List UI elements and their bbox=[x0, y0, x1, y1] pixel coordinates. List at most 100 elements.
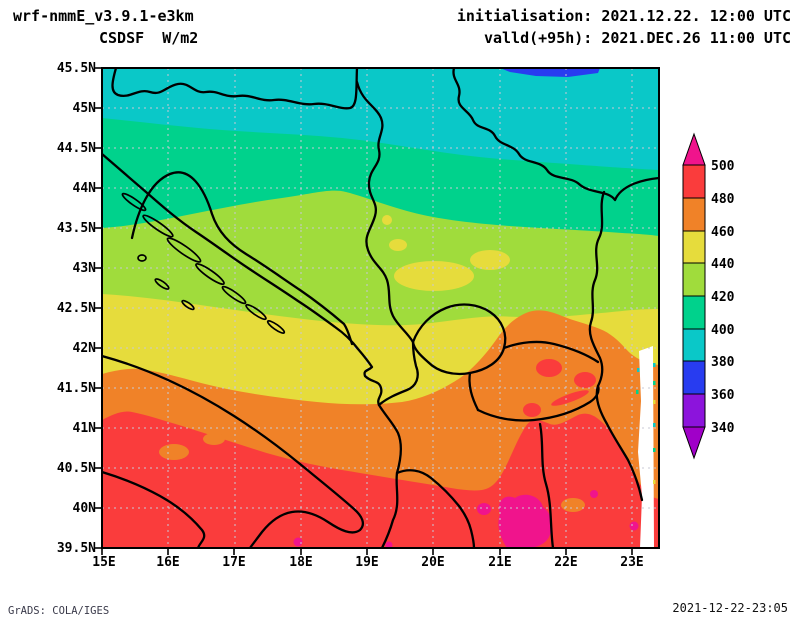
dalmatian-island bbox=[221, 285, 247, 305]
montenegro-albania-border bbox=[377, 340, 419, 407]
creation-timestamp: 2021-12-22-23:05 bbox=[672, 601, 788, 615]
data-speck bbox=[653, 381, 656, 385]
greece-interior-border bbox=[538, 422, 555, 548]
yellow-patch bbox=[382, 215, 392, 225]
macedonia-west-border bbox=[468, 371, 480, 412]
italy-adriatic-coast bbox=[102, 354, 364, 548]
dalmatian-island bbox=[137, 254, 147, 262]
colorbar: 500 480 460 440 420 400 380 360 340 bbox=[682, 132, 735, 460]
dalmatian-island bbox=[121, 192, 147, 212]
x-tick-label: 15E bbox=[92, 555, 115, 570]
x-tick-label: 23E bbox=[620, 555, 643, 570]
dalmatian-island bbox=[266, 320, 286, 334]
valid-time-label: valld(+95h): 2021.DEC.26 11:00 UTC bbox=[483, 29, 791, 47]
dalmatian-island bbox=[195, 262, 225, 286]
data-speck bbox=[653, 423, 656, 427]
lon-gridlines bbox=[167, 68, 633, 548]
magenta-patch bbox=[293, 537, 303, 547]
y-tick-label: 44.5N bbox=[57, 141, 96, 156]
magenta-patch bbox=[629, 521, 639, 531]
colorbar-bottom-arrow bbox=[682, 426, 706, 460]
serbia-bosnia-border bbox=[355, 80, 415, 344]
colorbar-seg-460-480 bbox=[682, 197, 706, 232]
x-tick-label: 21E bbox=[488, 555, 511, 570]
colorbar-seg-360-380 bbox=[682, 360, 706, 395]
y-tick-label: 45.5N bbox=[57, 61, 96, 76]
field-layers bbox=[102, 68, 659, 548]
x-tick-label: 16E bbox=[156, 555, 179, 570]
colorbar-label: 440 bbox=[711, 257, 735, 272]
variable-label: CSDSF W/m2 bbox=[99, 29, 199, 47]
colorbar-seg-440-460 bbox=[682, 230, 706, 264]
data-speck bbox=[653, 400, 656, 404]
italy-ionian-coast bbox=[102, 470, 206, 548]
colorbar-label: 340 bbox=[711, 421, 735, 436]
colorbar-label: 420 bbox=[711, 290, 735, 305]
serbia-romania-border bbox=[452, 68, 659, 202]
dalmatian-island bbox=[166, 237, 202, 263]
colorbar-seg-380-400 bbox=[682, 328, 706, 362]
orange-patch bbox=[561, 498, 585, 512]
y-tick-label: 41N bbox=[73, 421, 97, 436]
red-patch bbox=[523, 403, 541, 417]
macedonia-north-border bbox=[502, 340, 600, 364]
adriatic-coastline bbox=[102, 152, 403, 548]
y-tick-label: 40.5N bbox=[57, 461, 96, 476]
red-patch bbox=[551, 390, 589, 406]
magenta-patch bbox=[385, 541, 393, 548]
yellow-patch bbox=[470, 250, 510, 270]
x-tick-label: 20E bbox=[421, 555, 444, 570]
data-speck bbox=[636, 390, 639, 394]
colorbar-label: 500 bbox=[711, 159, 735, 174]
macedonia-greece-border bbox=[476, 384, 600, 422]
colorbar-top-arrow bbox=[682, 132, 706, 166]
y-tick-label: 40N bbox=[73, 501, 97, 516]
dalmatian-island bbox=[245, 303, 267, 321]
orange-patch bbox=[159, 444, 189, 460]
croatia-north-border bbox=[111, 68, 359, 110]
y-tick-label: 39.5N bbox=[57, 541, 96, 556]
dalmatian-island bbox=[181, 299, 195, 311]
x-tick-label: 18E bbox=[289, 555, 312, 570]
red-patch bbox=[536, 359, 562, 377]
red-patch bbox=[574, 372, 596, 388]
magenta-patch bbox=[477, 503, 491, 515]
model-run-label: wrf-nmmE_v3.9.1-e3km bbox=[13, 7, 194, 25]
data-speck bbox=[637, 368, 640, 372]
coastlines-borders bbox=[102, 68, 659, 548]
x-axis-labels: 15E 16E 17E 18E 19E 20E 21E 22E 23E bbox=[92, 555, 643, 570]
colorbar-label: 360 bbox=[711, 388, 735, 403]
yellow-patch bbox=[389, 239, 407, 251]
yellow-patch bbox=[394, 261, 474, 291]
colorbar-label: 400 bbox=[711, 323, 735, 338]
band-360-380-region bbox=[500, 68, 600, 77]
y-tick-label: 42N bbox=[73, 341, 97, 356]
y-tick-label: 44N bbox=[73, 181, 97, 196]
colorbar-seg-400-420 bbox=[682, 295, 706, 330]
dalmatian-island bbox=[142, 214, 174, 238]
x-tick-label: 19E bbox=[355, 555, 378, 570]
colorbar-label: 480 bbox=[711, 192, 735, 207]
init-time-label: initialisation: 2021.12.22. 12:00 UTC bbox=[456, 7, 791, 25]
magenta-patch bbox=[590, 490, 598, 498]
grads-credit: GrADS: COLA/IGES bbox=[8, 605, 110, 617]
colorbar-seg-420-440 bbox=[682, 262, 706, 297]
data-speck bbox=[653, 448, 656, 452]
lon-ticks bbox=[101, 548, 633, 555]
x-tick-label: 17E bbox=[222, 555, 245, 570]
y-tick-label: 43N bbox=[73, 261, 97, 276]
y-axis-labels: 45.5N 45N 44.5N 44N 43.5N 43N 42.5N 42N … bbox=[57, 61, 96, 556]
y-tick-label: 45N bbox=[73, 101, 97, 116]
colorbar-label: 380 bbox=[711, 355, 735, 370]
colorbar-label: 460 bbox=[711, 225, 735, 240]
croatia-bosnia-border bbox=[130, 171, 354, 346]
x-tick-label: 22E bbox=[554, 555, 577, 570]
y-tick-label: 41.5N bbox=[57, 381, 96, 396]
data-speck bbox=[653, 363, 656, 367]
y-tick-label: 43.5N bbox=[57, 221, 96, 236]
dalmatian-island bbox=[154, 278, 170, 290]
albania-greece-border bbox=[395, 469, 476, 548]
y-tick-label: 42.5N bbox=[57, 301, 96, 316]
colorbar-seg-340-360 bbox=[682, 393, 706, 428]
